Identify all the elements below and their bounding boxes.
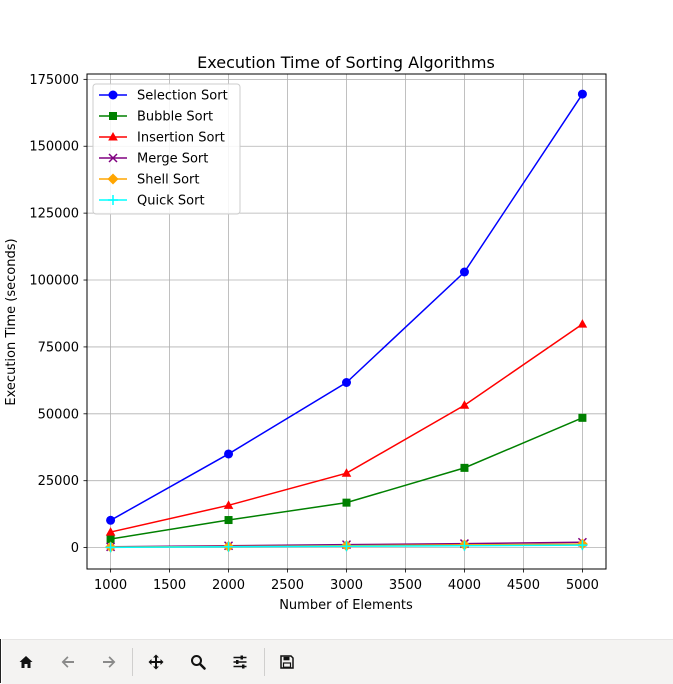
bubble-sort-point (342, 498, 351, 507)
x-tick-label: 1000 (94, 578, 127, 593)
axis-ticks: 1000 1500 2000 2500 3000 3500 4000 4500 50000250… (29, 73, 599, 593)
selection-sort-point (224, 449, 234, 459)
bubble-sort-point (578, 413, 587, 422)
forward-arrow-icon (103, 656, 116, 668)
y-axis-label: Execution Time (seconds) (4, 238, 19, 405)
legend-box (92, 83, 241, 215)
line-chart: 1000 1500 2000 2500 3000 3500 4000 4500 50000250… (4, 53, 607, 613)
selection-sort-point (342, 378, 351, 388)
y-tick-label: 175000 (29, 73, 79, 88)
x-tick-label: 4000 (448, 578, 481, 593)
configure-subplots-button[interactable] (226, 648, 254, 676)
legend-selection-sort-label: Selection Sort (137, 89, 228, 104)
selection-sort-point (577, 89, 587, 99)
insertion-sort-point (577, 319, 588, 328)
y-tick-label: 0 (71, 541, 79, 556)
legend-quick-sort-label: Quick Sort (137, 194, 205, 209)
y-tick-label: 75000 (38, 340, 79, 355)
legend-shell-sort-label: Shell Sort (137, 173, 200, 188)
y-tick-label: 125000 (29, 207, 79, 222)
x-tick-label: 5000 (566, 578, 599, 593)
legend-quick-sort-swatch-marker (108, 195, 118, 205)
forward-button[interactable] (95, 648, 123, 676)
x-tick-label: 2000 (212, 578, 245, 593)
bubble-sort-point (224, 516, 233, 525)
insertion-sort-point (223, 500, 234, 509)
toolbar-separator (132, 648, 133, 676)
save-floppy-icon (280, 655, 294, 669)
series-lines (105, 89, 588, 553)
chart-title: Execution Time of Sorting Algorithms (197, 53, 495, 72)
legend: Selection Sort Bubble Sort Insertion Sort M… (92, 83, 241, 215)
quick-sort-point (105, 542, 116, 553)
y-tick-label: 150000 (29, 140, 79, 155)
zoom-magnifier-icon (191, 655, 206, 670)
legend-bubble-sort-swatch-marker (109, 112, 117, 120)
x-tick-label: 3500 (389, 578, 422, 593)
save-button[interactable] (273, 648, 301, 676)
insertion-sort-point (341, 468, 352, 477)
configure-subplots-icon (233, 655, 247, 669)
back-button[interactable] (54, 648, 82, 676)
legend-insertion-sort-label: Insertion Sort (137, 131, 225, 146)
selection-sort-point (459, 267, 469, 277)
legend-bubble-sort-label: Bubble Sort (137, 110, 213, 125)
y-tick-label: 25000 (38, 474, 79, 489)
insertion-sort-point (459, 400, 470, 409)
quick-sort-point (577, 540, 588, 551)
x-tick-label: 3000 (330, 578, 363, 593)
quick-sort-point (223, 541, 234, 552)
legend-selection-sort-swatch-marker (108, 90, 118, 100)
quick-sort-point (341, 541, 352, 552)
legend-shell-sort-swatch-marker (107, 173, 119, 185)
toolbar-separator (264, 648, 265, 676)
home-button[interactable] (12, 648, 40, 676)
x-tick-label: 1500 (153, 578, 186, 593)
zoom-button[interactable] (184, 648, 212, 676)
legend-merge-sort-label: Merge Sort (137, 152, 208, 167)
legend-insertion-sort-swatch-marker (108, 132, 118, 141)
quick-sort-point (459, 540, 470, 551)
bubble-sort-point (106, 535, 115, 544)
pan-button[interactable] (142, 648, 170, 676)
x-tick-label: 4500 (507, 578, 540, 593)
bubble-sort-point (460, 463, 469, 472)
x-axis-label: Number of Elements (279, 598, 413, 613)
selection-sort-point (106, 515, 116, 525)
navigation-toolbar (2, 639, 673, 684)
y-tick-label: 100000 (29, 274, 79, 289)
legend-merge-sort-swatch-marker (108, 153, 118, 163)
pan-move-icon (148, 654, 164, 670)
insertion-sort-point (105, 527, 116, 536)
x-tick-label: 2500 (271, 578, 304, 593)
y-tick-label: 50000 (38, 407, 79, 422)
back-arrow-icon (61, 656, 74, 668)
home-icon (19, 656, 33, 668)
